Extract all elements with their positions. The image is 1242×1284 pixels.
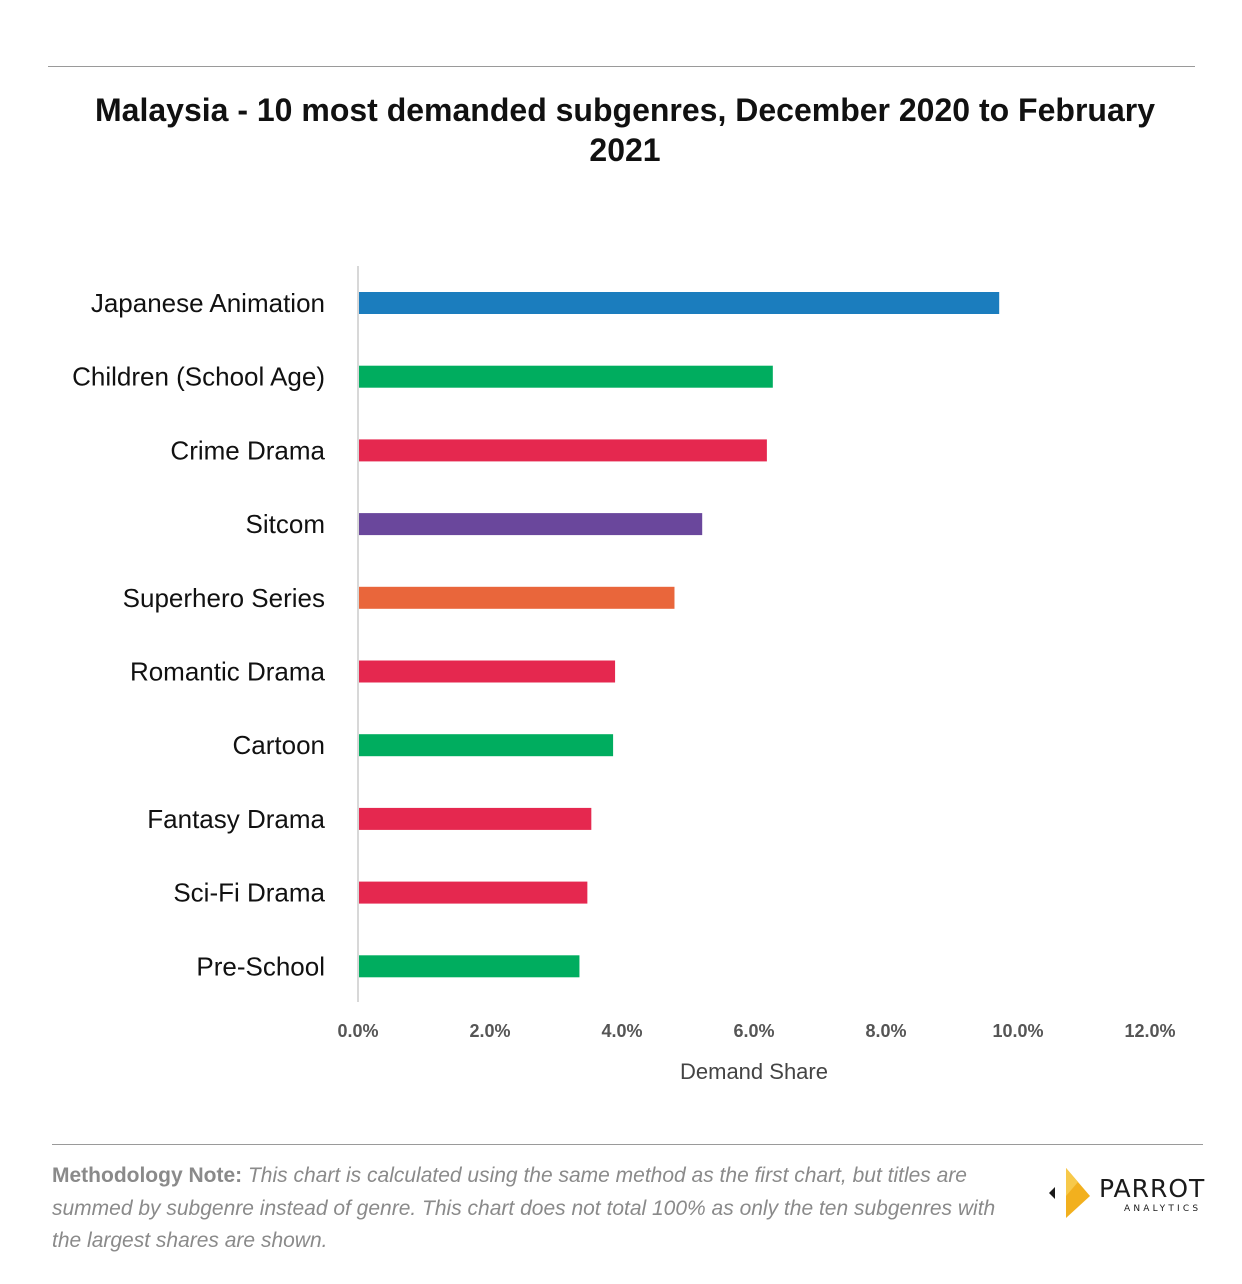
category-label-3: Crime Drama — [170, 435, 325, 465]
parrot-analytics-logo: PARROT ANALYTICS — [1044, 1166, 1214, 1220]
methodology-note-text: This chart is calculated using the same … — [52, 1164, 996, 1252]
bar-chart: Japanese Animation Children (School Age) C… — [72, 266, 1176, 1084]
x-tick-label-2: 2.0% — [469, 1021, 510, 1041]
parrot-mark-icon — [1049, 1168, 1090, 1218]
x-tick-label-4: 6.0% — [733, 1021, 774, 1041]
x-tick-label-1: 0.0% — [337, 1021, 378, 1041]
bar-4 — [359, 513, 703, 536]
bar-10 — [359, 955, 580, 978]
x-tick-label-5: 8.0% — [865, 1021, 906, 1041]
category-label-8: Fantasy Drama — [147, 804, 325, 834]
category-label-2: Children (School Age) — [72, 362, 325, 392]
top-divider — [48, 66, 1195, 67]
category-label-10: Pre-School — [196, 951, 325, 981]
x-tick-label-7: 12.0% — [1124, 1021, 1175, 1041]
x-tick-label-3: 4.0% — [601, 1021, 642, 1041]
bar-5 — [359, 586, 675, 609]
bar-8 — [359, 807, 592, 830]
methodology-note: Methodology Note: This chart is calculat… — [52, 1160, 1002, 1258]
bar-3 — [359, 439, 767, 462]
bar-9 — [359, 881, 588, 904]
category-label-7: Cartoon — [233, 730, 326, 760]
bar-1 — [359, 292, 1000, 314]
x-tick-label-6: 10.0% — [992, 1021, 1043, 1041]
category-label-1: Japanese Animation — [91, 288, 325, 318]
bar-6 — [359, 660, 616, 683]
chart-title: Malaysia - 10 most demanded subgenres, D… — [95, 92, 1155, 168]
logo-name: PARROT — [1099, 1174, 1206, 1203]
bar-7 — [359, 734, 614, 757]
category-label-6: Romantic Drama — [130, 657, 326, 687]
logo-subtitle: ANALYTICS — [1124, 1204, 1202, 1214]
bar-2 — [359, 365, 773, 388]
category-label-9: Sci-Fi Drama — [173, 878, 325, 908]
category-label-4: Sitcom — [246, 509, 325, 539]
category-label-5: Superhero Series — [123, 583, 325, 613]
methodology-note-label: Methodology Note: — [52, 1164, 243, 1187]
bottom-divider — [52, 1144, 1203, 1145]
x-axis-title: Demand Share — [680, 1059, 828, 1084]
